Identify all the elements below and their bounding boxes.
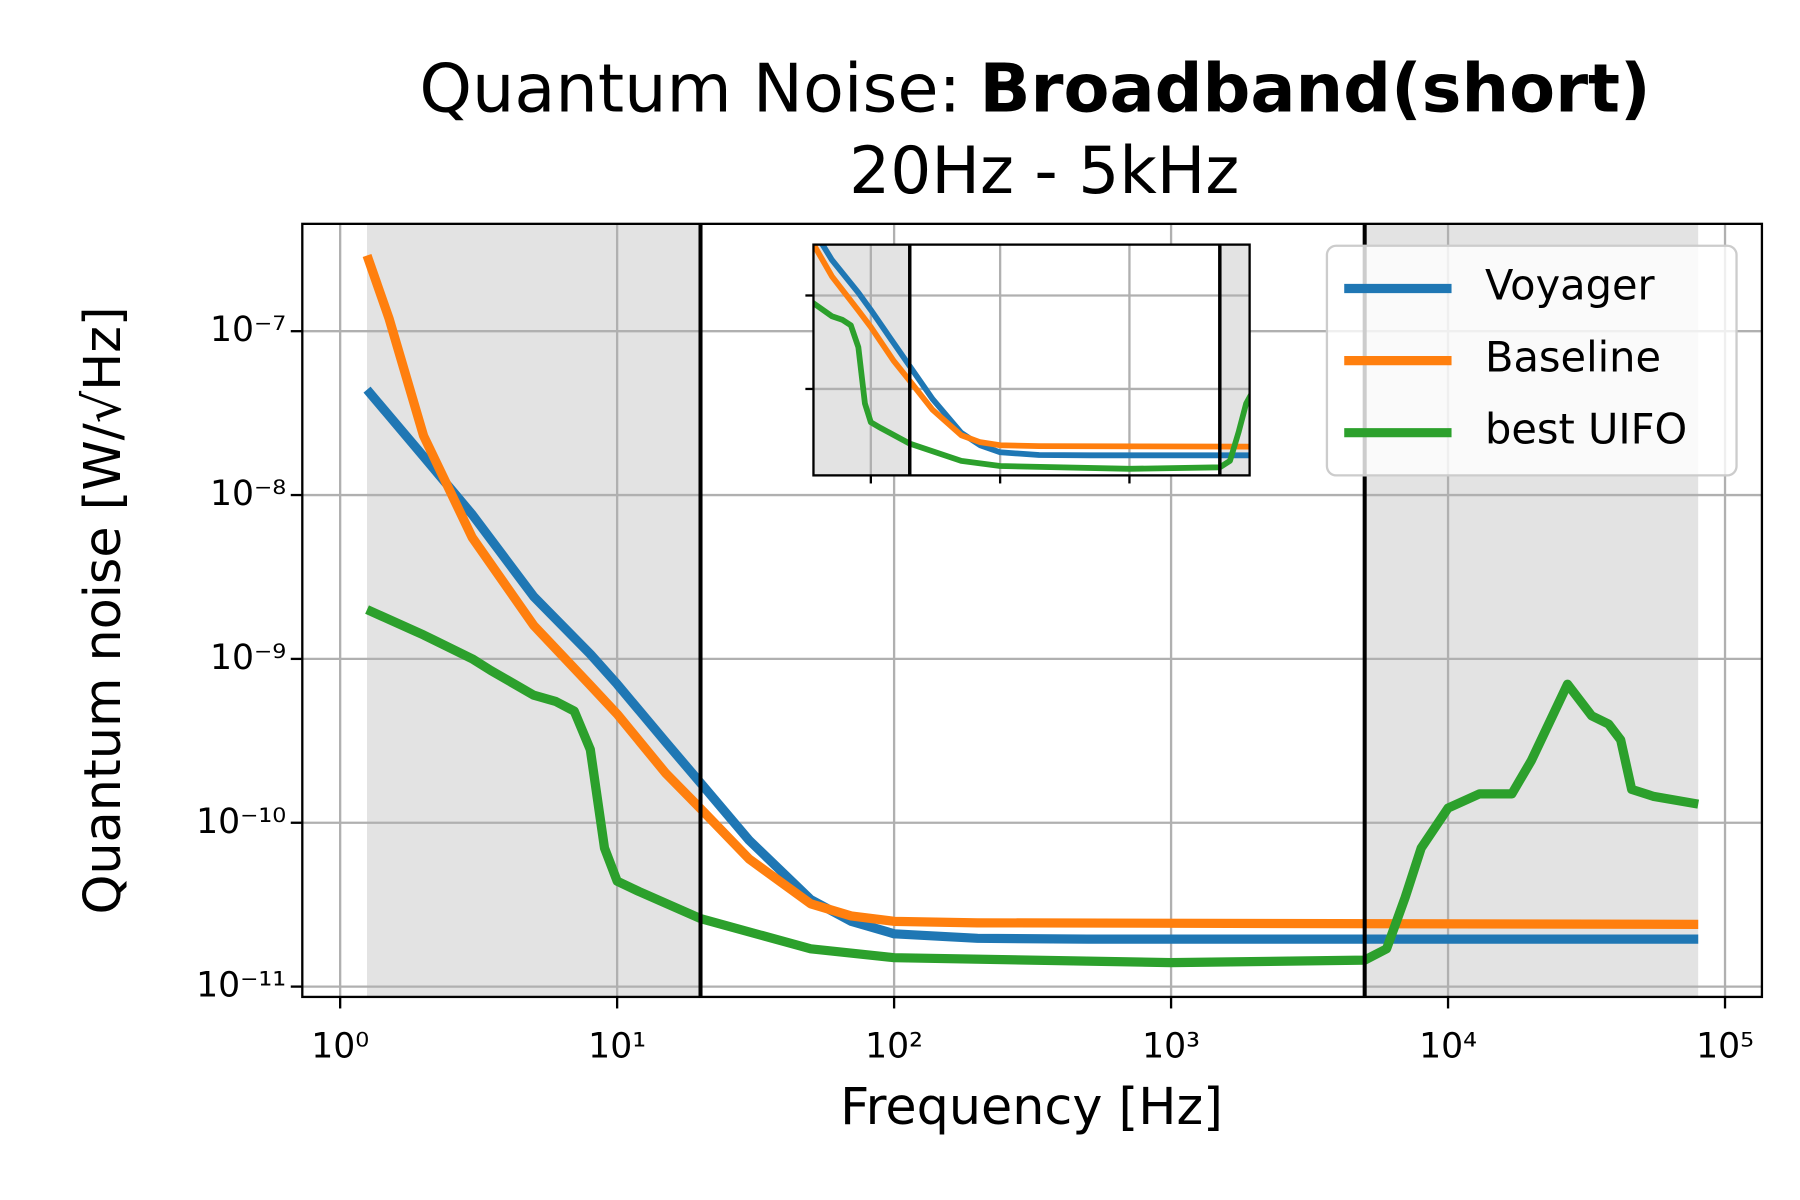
chart-title: Quantum Noise: Broadband(short) — [419, 49, 1650, 127]
legend-label: best UIFO — [1485, 405, 1687, 454]
series-line — [362, 253, 1699, 929]
inset-series-line — [813, 299, 1250, 472]
x-tick-label: 10¹ — [588, 1027, 646, 1067]
inset-series-line — [813, 244, 1250, 450]
inset-frame — [812, 243, 1251, 477]
legend-box — [1325, 244, 1738, 477]
legend: Voyager Baseline best UIFO — [1325, 244, 1738, 477]
x-tick-label: 10⁵ — [1696, 1027, 1754, 1067]
x-tick-label: 10⁴ — [1419, 1027, 1477, 1067]
x-axis-label: Frequency [Hz] — [840, 1077, 1223, 1136]
series-line — [365, 605, 1700, 968]
title-text: Quantum Noise: — [419, 49, 961, 127]
shaded-region — [367, 223, 701, 997]
x-tick-label: 10² — [865, 1027, 923, 1067]
axes-frame — [301, 222, 1764, 999]
y-axis-label: Quantum noise [W/√Hz] — [73, 306, 132, 914]
x-tick-label: 10⁰ — [311, 1027, 369, 1067]
legend-label: Voyager — [1485, 260, 1655, 309]
y-tick-label: 10⁻⁷ — [210, 310, 286, 350]
x-tick-label: 10³ — [1142, 1027, 1200, 1067]
y-tick-label: 10⁻¹¹ — [196, 966, 286, 1006]
title-bold: Broadband(short) — [980, 49, 1651, 127]
y-tick-label: 10⁻⁹ — [210, 638, 286, 678]
y-tick-label: 10⁻⁸ — [210, 474, 286, 514]
y-tick-label: 10⁻¹⁰ — [196, 802, 286, 842]
inset-layer — [813, 244, 1250, 476]
legend-label: Baseline — [1485, 333, 1661, 382]
chart-subtitle: 20Hz - 5kHz — [849, 134, 1239, 209]
